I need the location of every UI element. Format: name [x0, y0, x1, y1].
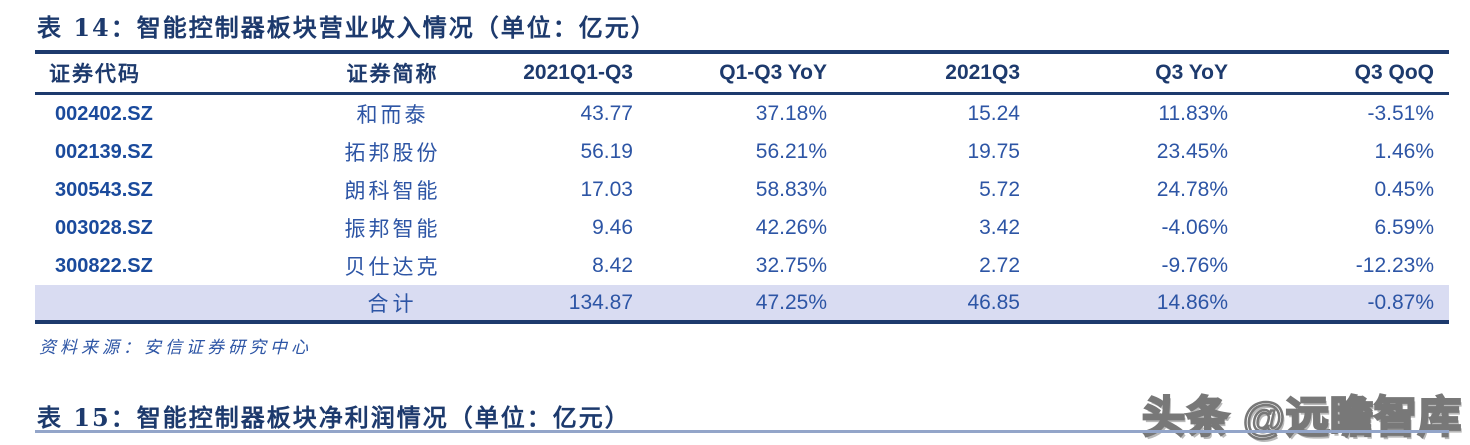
stock-code: 300822.SZ: [55, 254, 153, 277]
stock-name: 拓邦股份: [344, 141, 441, 165]
stock-name: 朗科智能: [344, 179, 441, 203]
table-cell: 6.59%: [1374, 216, 1434, 239]
stock-name: 和而泰: [356, 103, 429, 127]
table-cell: 0.45%: [1374, 178, 1434, 201]
table-cell: 46.85: [842, 285, 1035, 322]
stock-code: 003028.SZ: [55, 216, 153, 239]
stock-name: 振邦智能: [344, 217, 441, 241]
table-cell: -3.51%: [1367, 102, 1434, 125]
table-cell: 15.24: [967, 102, 1020, 125]
table-cell: -0.87%: [1243, 285, 1449, 322]
bottom-band: 表 15：智能控制器板块净利润情况（单位：亿元） 头条 @远瞻智库: [35, 383, 1462, 445]
stock-name: 贝仕达克: [344, 255, 441, 279]
col-header-q3qoq: Q3 QoQ: [1243, 54, 1449, 95]
table-cell: -12.23%: [1355, 254, 1434, 277]
table-cell: 58.83%: [755, 178, 827, 201]
table-row: 002139.SZ 拓邦股份 56.19 56.21% 19.75 23.45%…: [35, 133, 1449, 171]
table-cell: [35, 285, 285, 322]
table-cell: 24.78%: [1156, 178, 1228, 201]
table-cell: 37.18%: [755, 102, 827, 125]
table-cell: 23.45%: [1156, 140, 1228, 163]
table-cell: -4.06%: [1161, 216, 1228, 239]
table-cell: 17.03: [580, 178, 633, 201]
table-cell: 42.26%: [755, 216, 827, 239]
divider: [35, 430, 1449, 433]
table-cell: 3.42: [979, 216, 1020, 239]
table-cell: 5.72: [979, 178, 1020, 201]
total-label: 合计: [285, 285, 500, 322]
table14-title: 表 14：智能控制器板块营业收入情况（单位：亿元）: [35, 6, 1449, 54]
col-header-q1q3yoy: Q1-Q3 YoY: [648, 54, 842, 95]
table-row: 002402.SZ 和而泰 43.77 37.18% 15.24 11.83% …: [35, 94, 1449, 134]
stock-code: 002139.SZ: [55, 140, 153, 163]
table-row: 300822.SZ 贝仕达克 8.42 32.75% 2.72 -9.76% -…: [35, 247, 1449, 285]
table-header: 证券代码 证券简称 2021Q1-Q3 Q1-Q3 YoY 2021Q3 Q3 …: [35, 54, 1449, 95]
table15-title: 表 15：智能控制器板块净利润情况（单位：亿元）: [37, 402, 631, 432]
col-header-code: 证券代码: [35, 54, 285, 95]
col-header-q3: 2021Q3: [842, 54, 1035, 95]
col-header-q3yoy: Q3 YoY: [1035, 54, 1243, 95]
table-row: 003028.SZ 振邦智能 9.46 42.26% 3.42 -4.06% 6…: [35, 209, 1449, 247]
stock-code: 002402.SZ: [55, 102, 153, 125]
table-cell: 32.75%: [755, 254, 827, 277]
table-cell: 2.72: [979, 254, 1020, 277]
table-cell: 56.19: [580, 140, 633, 163]
table-cell: 9.46: [592, 216, 633, 239]
col-header-name: 证券简称: [285, 54, 500, 95]
table-cell: 11.83%: [1158, 102, 1228, 125]
table-cell: 1.46%: [1374, 140, 1434, 163]
report-section: 表 14：智能控制器板块营业收入情况（单位：亿元） 证券代码 证券简称 2021…: [35, 6, 1449, 358]
table-cell: 14.86%: [1035, 285, 1243, 322]
table-cell: 8.42: [592, 254, 633, 277]
revenue-table: 证券代码 证券简称 2021Q1-Q3 Q1-Q3 YoY 2021Q3 Q3 …: [35, 54, 1449, 324]
col-header-q1q3: 2021Q1-Q3: [500, 54, 648, 95]
table-cell: 134.87: [500, 285, 648, 322]
table-cell: 56.21%: [755, 140, 827, 163]
data-source: 资料来源：安信证券研究中心: [39, 338, 312, 358]
table-row: 300543.SZ 朗科智能 17.03 58.83% 5.72 24.78% …: [35, 171, 1449, 209]
header-row: 证券代码 证券简称 2021Q1-Q3 Q1-Q3 YoY 2021Q3 Q3 …: [35, 54, 1449, 95]
stock-code: 300543.SZ: [55, 178, 153, 201]
table-cell: -9.76%: [1161, 254, 1228, 277]
table-cell: 43.77: [580, 102, 633, 125]
table-cell: 19.75: [967, 140, 1020, 163]
watermark: 头条 @远瞻智库: [1141, 393, 1462, 444]
total-row: 合计 134.87 47.25% 46.85 14.86% -0.87%: [35, 285, 1449, 322]
table-cell: 47.25%: [648, 285, 842, 322]
